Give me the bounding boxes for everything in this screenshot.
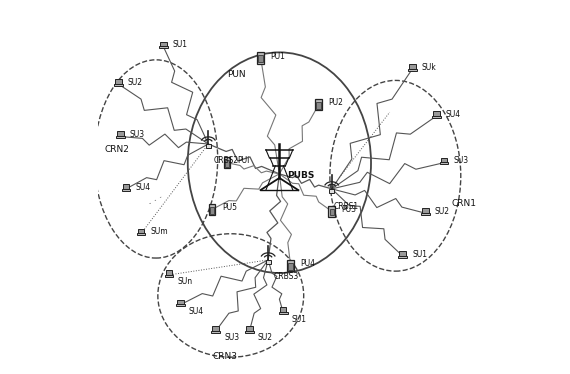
Bar: [209, 204, 215, 215]
Bar: [245, 331, 254, 333]
Text: SUk: SUk: [421, 63, 436, 72]
Bar: [316, 102, 321, 109]
Text: SU3: SU3: [453, 156, 469, 165]
Bar: [280, 307, 287, 312]
Text: SU4: SU4: [189, 307, 203, 316]
Bar: [288, 263, 293, 270]
Bar: [279, 312, 287, 314]
Text: SUn: SUn: [177, 277, 193, 286]
Bar: [176, 304, 185, 307]
Text: PUBS: PUBS: [288, 171, 315, 180]
Text: SU2: SU2: [128, 78, 143, 87]
Bar: [258, 52, 264, 64]
Text: CRBS1: CRBS1: [333, 202, 359, 211]
Bar: [159, 46, 168, 49]
Bar: [433, 111, 440, 116]
Bar: [123, 184, 129, 188]
Bar: [206, 144, 211, 148]
Bar: [422, 208, 429, 213]
Text: CRN2: CRN2: [105, 145, 129, 154]
Bar: [408, 69, 417, 71]
Bar: [400, 251, 406, 256]
Text: SUm: SUm: [150, 227, 168, 236]
Text: PU4: PU4: [300, 259, 315, 268]
Bar: [213, 326, 219, 331]
Bar: [398, 256, 407, 258]
Bar: [315, 99, 322, 110]
Bar: [160, 42, 167, 46]
Bar: [421, 213, 430, 215]
Bar: [329, 189, 335, 193]
Bar: [246, 326, 253, 331]
Bar: [432, 116, 441, 117]
Bar: [114, 84, 123, 86]
Text: SU1: SU1: [291, 315, 306, 324]
Text: SU1: SU1: [173, 40, 188, 49]
Bar: [211, 331, 220, 333]
Text: CRBS3: CRBS3: [274, 272, 299, 281]
Text: PU2: PU2: [328, 98, 343, 107]
Text: SU2: SU2: [258, 333, 272, 342]
Text: CRN1: CRN1: [451, 199, 477, 208]
Bar: [121, 188, 131, 191]
Bar: [117, 132, 124, 136]
Bar: [258, 55, 263, 62]
Bar: [115, 79, 122, 84]
Bar: [439, 162, 449, 165]
Text: · · ·: · · ·: [147, 192, 165, 208]
Text: SU3: SU3: [130, 130, 145, 139]
Bar: [165, 275, 173, 277]
Bar: [177, 300, 184, 304]
Bar: [328, 206, 335, 217]
Bar: [224, 157, 230, 168]
Text: SU2: SU2: [434, 207, 450, 216]
Text: SU4: SU4: [136, 183, 150, 191]
Bar: [210, 207, 214, 214]
Bar: [329, 209, 334, 215]
Bar: [137, 229, 144, 233]
Bar: [116, 136, 125, 138]
Bar: [441, 158, 447, 162]
Text: PU5: PU5: [222, 203, 237, 212]
Text: CRN3: CRN3: [213, 352, 238, 361]
Bar: [287, 260, 294, 271]
Text: PU3: PU3: [341, 205, 356, 214]
Bar: [137, 233, 145, 236]
Bar: [225, 160, 229, 167]
Bar: [409, 64, 416, 69]
Text: SU3: SU3: [224, 333, 239, 342]
Text: SU1: SU1: [412, 250, 427, 259]
Text: PUi: PUi: [237, 156, 249, 165]
Bar: [266, 260, 271, 264]
Text: PUN: PUN: [227, 70, 246, 79]
Text: SU4: SU4: [446, 110, 461, 119]
Bar: [166, 270, 173, 275]
Text: CRBS2: CRBS2: [214, 156, 239, 165]
Text: PU1: PU1: [270, 52, 286, 61]
